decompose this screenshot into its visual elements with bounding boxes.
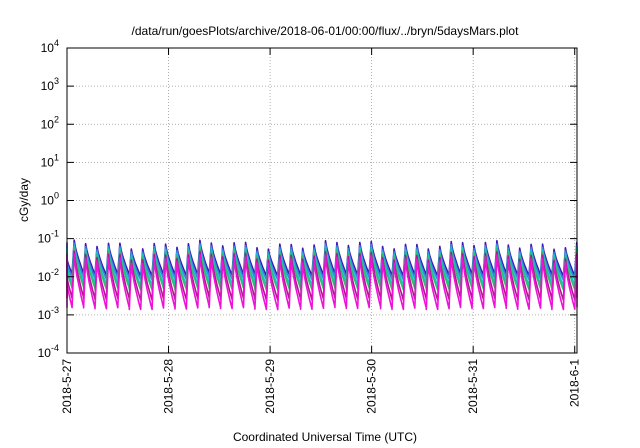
y-tick-label: 10-1: [38, 229, 59, 246]
y-tick-label: 101: [41, 152, 59, 169]
x-tick-label: 2018-5-28: [162, 359, 176, 414]
x-tick-label: 2018-5-27: [60, 359, 74, 414]
y-tick-label: 10-2: [38, 267, 59, 284]
y-tick-label: 104: [41, 38, 59, 55]
y-tick-label: 100: [41, 191, 59, 208]
y-tick-label: 10-3: [38, 305, 59, 322]
grid: [67, 48, 577, 353]
y-axis-label: cGy/day: [17, 178, 31, 222]
series-line: [66, 254, 578, 311]
x-tick-label: 2018-6-1: [568, 359, 582, 407]
y-tick-label: 103: [41, 76, 59, 93]
ticks: 10-4 10-3 10-2 10-1 100 101 102 103 104 2018-5-27…: [38, 38, 582, 414]
x-axis-label: Coordinated Universal Time (UTC): [233, 430, 417, 444]
x-tick-label: 2018-5-31: [466, 359, 480, 414]
x-tick-label: 2018-5-30: [365, 359, 379, 414]
chart-title: /data/run/goesPlots/archive/2018-06-01/0…: [132, 24, 520, 38]
y-tick-label: 10-4: [38, 343, 59, 360]
series-layer: [66, 239, 578, 311]
x-tick-label: 2018-5-29: [263, 359, 277, 414]
y-tick-label: 102: [41, 114, 59, 131]
